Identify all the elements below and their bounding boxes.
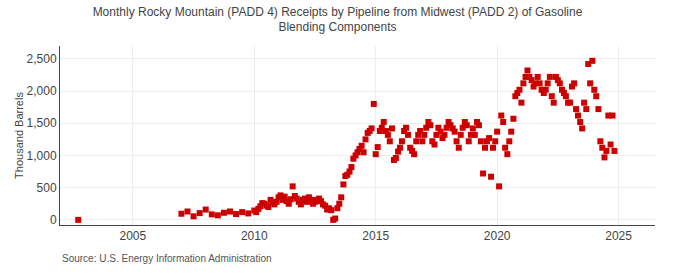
svg-text:0: 0	[50, 213, 57, 227]
svg-text:2025: 2025	[605, 229, 632, 243]
svg-text:1,000: 1,000	[27, 149, 57, 163]
svg-text:1,500: 1,500	[27, 116, 57, 130]
svg-text:2010: 2010	[241, 229, 268, 243]
svg-text:Monthly Rocky Mountain (PADD 4: Monthly Rocky Mountain (PADD 4) Receipts…	[93, 5, 583, 35]
svg-text:2020: 2020	[484, 229, 511, 243]
svg-text:2,000: 2,000	[27, 84, 57, 98]
svg-text:Source: U.S. Energy Informatio: Source: U.S. Energy Information Administ…	[62, 253, 272, 264]
svg-text:Thousand Barrels: Thousand Barrels	[13, 92, 25, 179]
svg-text:500: 500	[37, 181, 57, 195]
svg-text:2015: 2015	[362, 229, 389, 243]
svg-text:2,500: 2,500	[27, 52, 57, 66]
svg-text:2005: 2005	[120, 229, 147, 243]
